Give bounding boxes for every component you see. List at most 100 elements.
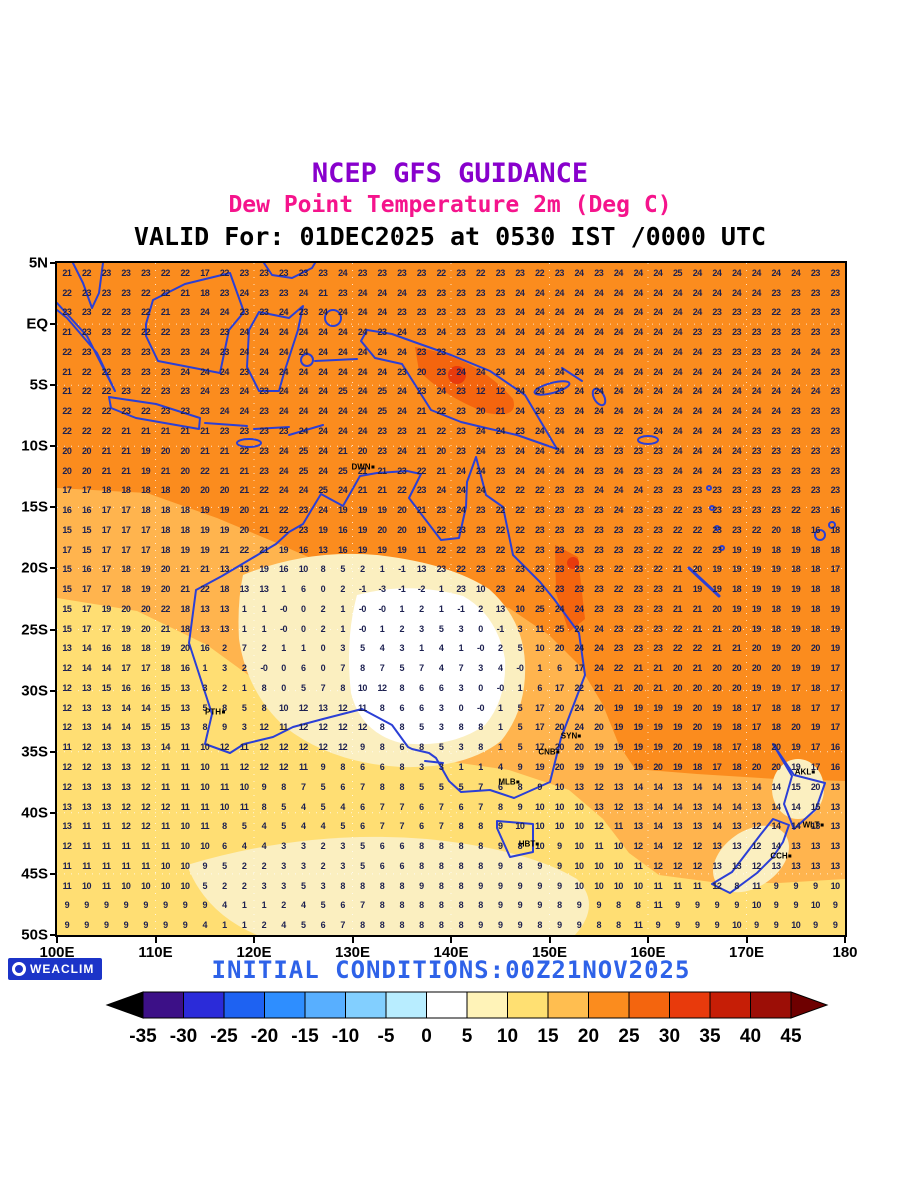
grid-value: 9 bbox=[478, 920, 483, 931]
grid-value: 24 bbox=[692, 445, 703, 456]
grid-value: 9 bbox=[576, 920, 582, 931]
grid-value: 5 bbox=[517, 643, 523, 654]
grid-value: 5 bbox=[300, 880, 306, 891]
grid-value: 21 bbox=[101, 445, 112, 456]
grid-value: 14 bbox=[751, 781, 762, 792]
grid-value: 17 bbox=[830, 702, 841, 713]
grid-value: 1 bbox=[241, 623, 247, 634]
grid-value: 1 bbox=[458, 762, 464, 772]
grid-value: 22 bbox=[515, 524, 525, 535]
grid-value: 2 bbox=[320, 841, 326, 852]
grid-value: 3 bbox=[419, 623, 424, 634]
grid-value: 19 bbox=[141, 584, 151, 595]
grid-value: 23 bbox=[554, 406, 565, 417]
grid-value: 1 bbox=[202, 663, 208, 674]
grid-value: 5 bbox=[438, 781, 444, 792]
grid-value: 23 bbox=[633, 603, 644, 614]
coastline-bougainville bbox=[591, 387, 607, 407]
grid-value: 24 bbox=[318, 327, 328, 338]
grid-value: 22 bbox=[82, 426, 92, 436]
grid-value: 22 bbox=[101, 406, 112, 417]
grid-value: 8 bbox=[379, 722, 385, 733]
graticule bbox=[57, 263, 845, 935]
grid-value: 24 bbox=[633, 307, 644, 318]
grid-value: 11 bbox=[752, 880, 761, 891]
grid-value: 18 bbox=[732, 584, 742, 595]
grid-value: 13 bbox=[791, 860, 801, 871]
grid-value: 17 bbox=[535, 742, 545, 753]
grid-value: 12 bbox=[613, 801, 624, 812]
grid-value: 23 bbox=[633, 465, 644, 476]
grid-value: 23 bbox=[101, 327, 112, 338]
grid-value: 18 bbox=[160, 524, 171, 535]
grid-value: 17 bbox=[121, 663, 131, 674]
grid-value: 3 bbox=[478, 663, 483, 674]
grid-value: 1 bbox=[379, 623, 385, 634]
grid-value: 3 bbox=[281, 860, 286, 871]
coastline-sumba bbox=[236, 438, 262, 448]
grid-value: 12 bbox=[653, 860, 663, 871]
contour-band-25-30-newguinea bbox=[415, 347, 514, 415]
grid-value: 11 bbox=[653, 900, 663, 911]
grid-value: 9 bbox=[557, 880, 562, 891]
grid-value: 23 bbox=[219, 327, 230, 338]
grid-value: 23 bbox=[673, 485, 683, 496]
grid-value: 24 bbox=[594, 327, 604, 338]
grid-value: 7 bbox=[379, 801, 385, 812]
station-label-hbt: HBT bbox=[519, 840, 540, 849]
lat-label-5n: 5N bbox=[28, 254, 48, 272]
grid-value: 13 bbox=[732, 821, 742, 832]
grid-value: 22 bbox=[180, 267, 191, 278]
grid-value: 8 bbox=[320, 564, 326, 575]
grid-value: 22 bbox=[82, 366, 92, 377]
grid-value: 11 bbox=[220, 781, 229, 792]
grid-value: 23 bbox=[810, 505, 821, 516]
grid-value: 10 bbox=[535, 841, 545, 852]
grid-value: 9 bbox=[163, 920, 168, 931]
grid-value: 23 bbox=[298, 267, 309, 278]
grid-value: 24 bbox=[476, 445, 486, 456]
grid-value: 18 bbox=[810, 544, 821, 555]
grid-value: -1 bbox=[398, 564, 406, 575]
grid-value: 24 bbox=[653, 346, 663, 357]
grid-value: 8 bbox=[202, 722, 208, 733]
station-dot bbox=[788, 854, 792, 858]
grid-value: 9 bbox=[143, 900, 148, 911]
grid-value: 11 bbox=[121, 841, 131, 852]
grid-value: 23 bbox=[476, 524, 486, 535]
colorbar-tick-label: 5 bbox=[462, 1026, 473, 1047]
grid-value: 23 bbox=[121, 366, 131, 377]
grid-value: 10 bbox=[200, 781, 210, 792]
grid-value: 23 bbox=[613, 524, 624, 535]
grid-value: 5 bbox=[419, 722, 424, 733]
grid-value: 8 bbox=[458, 860, 464, 871]
grid-value: 10 bbox=[751, 900, 762, 911]
grid-value: 24 bbox=[298, 386, 309, 397]
grid-value: 23 bbox=[830, 307, 841, 318]
grid-value: 11 bbox=[220, 762, 229, 772]
grid-value: 8 bbox=[399, 722, 405, 733]
grid-value: 7 bbox=[438, 821, 444, 832]
grid-value: 24 bbox=[633, 267, 644, 278]
grid-value: 3 bbox=[340, 860, 345, 871]
grid-value: 23 bbox=[456, 267, 466, 278]
grid-value: 14 bbox=[121, 722, 131, 733]
grid-value: 13 bbox=[810, 821, 821, 832]
lat-tick bbox=[50, 628, 57, 631]
grid-value: 10 bbox=[141, 880, 151, 891]
grid-value: 6 bbox=[360, 762, 365, 772]
grid-value: 3 bbox=[281, 841, 286, 852]
grid-value: 24 bbox=[613, 346, 624, 357]
grid-value: 23 bbox=[732, 346, 742, 357]
grid-value: 14 bbox=[712, 821, 722, 832]
grid-value: 18 bbox=[180, 603, 191, 614]
grid-value: 12 bbox=[357, 722, 368, 733]
grid-value: 24 bbox=[298, 287, 309, 298]
grid-value: 23 bbox=[830, 287, 841, 298]
lat-label-40s: 40S bbox=[21, 804, 48, 822]
grid-value: 15 bbox=[810, 801, 821, 812]
grid-value: 20 bbox=[180, 465, 191, 476]
grid-value: 23 bbox=[732, 524, 742, 535]
grid-value: 8 bbox=[379, 900, 385, 911]
colorbar-segment bbox=[426, 991, 468, 1019]
